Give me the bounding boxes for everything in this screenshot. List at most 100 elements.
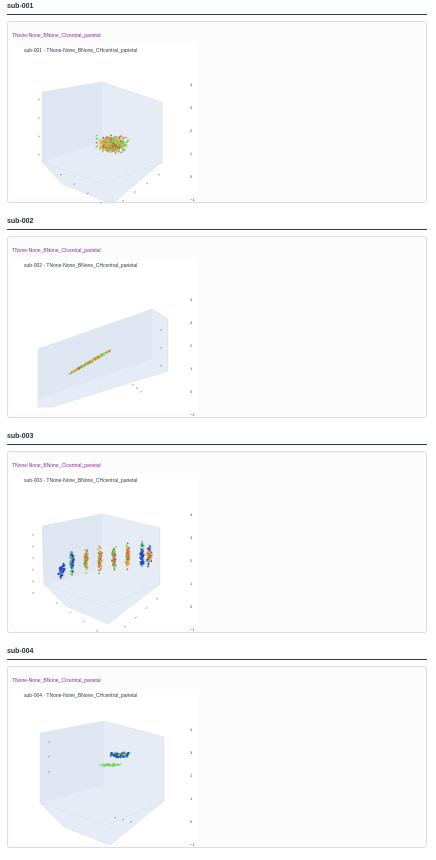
data-point xyxy=(62,565,64,568)
data-point xyxy=(123,754,126,757)
data-point xyxy=(108,143,111,145)
data-point xyxy=(116,149,119,152)
data-point xyxy=(106,764,109,766)
data-point xyxy=(123,144,126,146)
data-point xyxy=(98,545,101,548)
scatter-points xyxy=(68,551,75,576)
data-point xyxy=(59,577,62,579)
data-point xyxy=(96,134,98,137)
scene-3d[interactable]: 4 3 2 1 0 −1 xyxy=(12,474,198,632)
data-point xyxy=(103,353,106,355)
data-point xyxy=(125,551,128,554)
data-point xyxy=(80,365,82,368)
plot-3d[interactable]: sub-002 - TNone-None_BNone_CHcentral_par… xyxy=(12,259,198,417)
data-point xyxy=(126,562,129,565)
axis-tick xyxy=(31,591,35,594)
data-point xyxy=(146,557,149,560)
z-axis-ticks: 4 3 2 1 0 −1 xyxy=(190,82,195,202)
axis-tick xyxy=(131,383,135,386)
z-tick-label: −1 xyxy=(190,412,195,417)
data-point xyxy=(70,558,73,561)
data-point xyxy=(100,140,103,142)
data-point xyxy=(86,563,88,566)
data-point xyxy=(119,753,122,755)
data-point xyxy=(112,753,114,756)
data-point xyxy=(125,145,128,148)
data-point xyxy=(125,141,128,143)
card-title: TNone-None_BNone_CIcentral_parietal xyxy=(12,678,101,684)
y-axis-ticks xyxy=(37,98,41,156)
z-tick-label: 0 xyxy=(190,174,193,179)
data-point xyxy=(118,136,120,138)
data-point xyxy=(98,569,101,572)
scene-3d[interactable]: 4 3 2 1 0 −1 xyxy=(12,259,198,417)
z-tick-label: 4 xyxy=(190,727,193,732)
axis-tick xyxy=(113,816,117,819)
data-point xyxy=(148,556,151,559)
plot-3d[interactable]: sub-004 - TNone-None_BNone_CHcentral_par… xyxy=(12,689,198,847)
data-point xyxy=(111,140,114,142)
axis-tick xyxy=(159,364,163,367)
data-point xyxy=(112,763,115,765)
data-point xyxy=(113,557,116,560)
data-point xyxy=(74,368,77,371)
axis-tick xyxy=(82,620,85,623)
data-point xyxy=(99,568,102,570)
section-heading: sub-002 xyxy=(7,218,34,225)
data-point xyxy=(85,568,88,570)
axis-pane xyxy=(39,800,165,846)
data-point xyxy=(122,754,124,757)
x-axis-ticks xyxy=(59,173,103,204)
data-point xyxy=(97,563,100,566)
data-point xyxy=(96,144,99,147)
data-point xyxy=(119,135,122,138)
data-point xyxy=(95,137,98,140)
data-point xyxy=(114,143,117,146)
data-point xyxy=(141,554,144,556)
data-point xyxy=(114,751,117,754)
data-point xyxy=(126,752,129,755)
data-point xyxy=(139,558,142,560)
data-point xyxy=(139,547,142,550)
data-point xyxy=(120,151,123,154)
axis-tick xyxy=(129,820,133,823)
data-point xyxy=(118,756,120,758)
z-axis-ticks: 4 3 2 1 0 −1 xyxy=(190,297,195,417)
z-tick-label: 1 xyxy=(190,366,193,371)
plot-3d[interactable]: sub-001 - TNone-None_BNone_CHcentral_par… xyxy=(12,44,198,205)
data-point xyxy=(113,548,116,551)
data-point xyxy=(113,147,116,150)
data-point xyxy=(126,547,129,549)
axis-pane xyxy=(41,161,163,205)
data-point xyxy=(59,570,61,573)
data-point xyxy=(122,136,124,139)
data-point xyxy=(60,575,62,578)
data-point xyxy=(99,559,102,562)
data-point xyxy=(71,571,74,573)
data-point xyxy=(113,764,116,767)
data-point xyxy=(68,556,71,559)
data-point xyxy=(114,137,117,140)
z-tick-label: −1 xyxy=(190,627,195,632)
plot-3d[interactable]: sub-003 - TNone-None_BNone_CHcentral_par… xyxy=(12,474,198,632)
axis-tick xyxy=(133,191,137,194)
scene-3d[interactable]: 4 3 2 1 0 −1 xyxy=(12,689,198,847)
data-point xyxy=(84,561,87,563)
scene-3d[interactable]: 4 3 2 1 0 −1 xyxy=(12,44,198,205)
data-point xyxy=(101,138,104,140)
data-point xyxy=(85,550,88,553)
x2-axis-ticks xyxy=(121,173,161,202)
z-tick-label: 3 xyxy=(190,535,193,540)
data-point xyxy=(127,139,129,142)
z-tick-label: 4 xyxy=(190,512,193,517)
data-point xyxy=(85,559,87,562)
data-point xyxy=(99,564,102,567)
data-point xyxy=(102,147,105,150)
data-point xyxy=(140,551,143,554)
axis-tick xyxy=(135,387,139,390)
data-point xyxy=(95,357,98,359)
data-point xyxy=(129,751,131,754)
data-point xyxy=(113,550,116,553)
data-point xyxy=(142,547,145,550)
z-tick-label: 2 xyxy=(190,773,193,778)
